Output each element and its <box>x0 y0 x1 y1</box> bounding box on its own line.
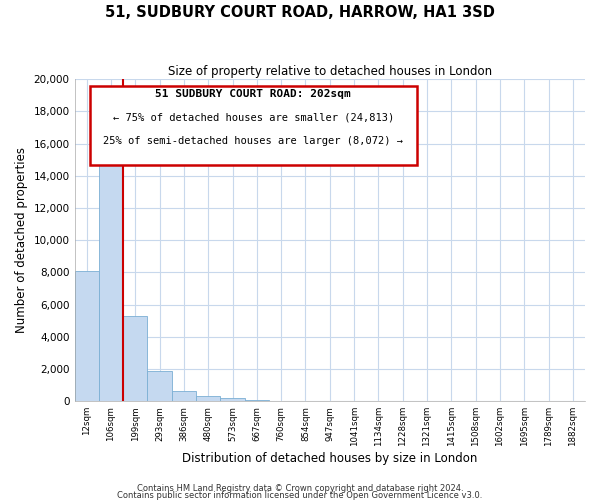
Bar <box>172 390 196 401</box>
X-axis label: Distribution of detached houses by size in London: Distribution of detached houses by size … <box>182 452 478 465</box>
Bar <box>148 372 172 401</box>
Text: 51, SUDBURY COURT ROAD, HARROW, HA1 3SD: 51, SUDBURY COURT ROAD, HARROW, HA1 3SD <box>105 5 495 20</box>
Bar <box>196 396 220 401</box>
Bar <box>99 136 123 401</box>
Text: Contains HM Land Registry data © Crown copyright and database right 2024.: Contains HM Land Registry data © Crown c… <box>137 484 463 493</box>
Text: ← 75% of detached houses are smaller (24,813): ← 75% of detached houses are smaller (24… <box>113 113 394 123</box>
Title: Size of property relative to detached houses in London: Size of property relative to detached ho… <box>168 65 492 78</box>
Bar <box>220 398 245 401</box>
Bar <box>245 400 269 401</box>
FancyBboxPatch shape <box>90 86 416 164</box>
Text: 51 SUDBURY COURT ROAD: 202sqm: 51 SUDBURY COURT ROAD: 202sqm <box>155 89 351 99</box>
Text: Contains public sector information licensed under the Open Government Licence v3: Contains public sector information licen… <box>118 491 482 500</box>
Text: 25% of semi-detached houses are larger (8,072) →: 25% of semi-detached houses are larger (… <box>103 136 403 146</box>
Bar <box>123 316 148 401</box>
Y-axis label: Number of detached properties: Number of detached properties <box>15 147 28 333</box>
Bar <box>74 271 99 401</box>
